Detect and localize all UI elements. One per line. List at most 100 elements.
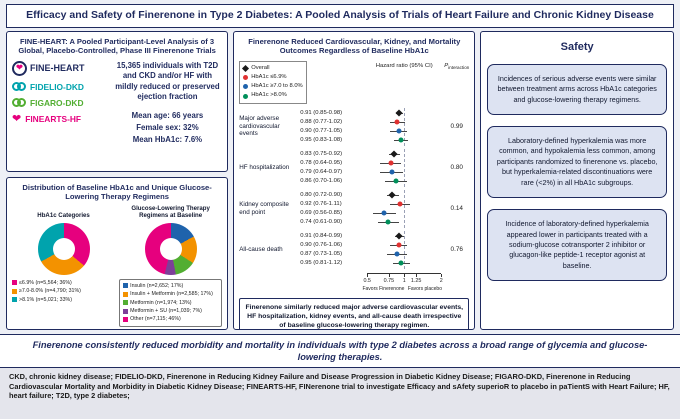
axis-tick [388, 273, 390, 277]
safety-box-serious-adverse-events: Incidences of serious adverse events wer… [487, 63, 667, 115]
legend-swatch-icon [123, 300, 129, 306]
legend-swatch-icon [12, 280, 17, 286]
plot-cell [367, 230, 441, 269]
therapy-donut-chart [144, 222, 197, 275]
axis-tick-label: 2 [439, 277, 443, 284]
hr-value: 0.78 (0.64-0.95) [300, 159, 343, 166]
abbreviations-footnote: CKD, chronic kidney disease; FIDELIO-DKD… [0, 367, 680, 419]
marker-row [367, 250, 441, 259]
forest-note: Finerenone similarly reduced major adver… [239, 297, 470, 329]
legend-label: Insulin (n=2,652; 17%) [130, 282, 184, 289]
reference-line [404, 230, 406, 269]
trial-name: FIDELIO-DKD [30, 81, 84, 92]
page-title: Efficacy and Safety of Finerenone in Typ… [26, 9, 654, 21]
hr-value: 0.90 (0.76-1.06) [300, 241, 343, 248]
distribution-header: Distribution of Baseline HbA1c and Uniqu… [22, 182, 212, 202]
marker-row [367, 209, 441, 218]
circle-marker-icon [398, 260, 404, 266]
right-column: Safety Incidences of serious adverse eve… [480, 30, 674, 330]
title-bar: Efficacy and Safety of Finerenone in Typ… [6, 4, 674, 28]
axis-tick-label: 0.5 [363, 277, 371, 284]
hba1c-chart-column: HbA1c Categories ≤6.9% (n=5,564; 36%) ≥7.… [12, 205, 115, 327]
favors-placebo-label: Favors placebo [407, 285, 442, 292]
marker-row [367, 168, 441, 177]
p-interaction-value: 0.99 [450, 123, 463, 131]
marker-row [367, 150, 441, 159]
legend-label: ≥7.0-8.0% (n=4,790; 31%) [19, 288, 81, 295]
trial-figaro-dkd: FIGARO-DKD [12, 98, 109, 108]
reference-line [404, 189, 406, 228]
reference-line [404, 107, 406, 146]
hr-value: 0.95 (0.81-1.12) [300, 259, 343, 266]
fine-heart-logo: ❤ FINE-HEART [12, 60, 109, 76]
safety-panel: Safety Incidences of serious adverse eve… [480, 30, 674, 330]
axis-spacer [239, 273, 297, 295]
hba1c-donut-chart [37, 222, 90, 275]
forest-legend-item: HbA1c >8.0% [243, 91, 303, 100]
hr-text-column: 0.83 (0.75-0.92) 0.78 (0.64-0.95) 0.79 (0.… [300, 149, 364, 187]
legend-swatch-icon [123, 317, 129, 323]
safety-box-hyperkalemia: Laboratory-defined hyperkalemia was more… [487, 125, 667, 199]
marker-row [367, 127, 441, 136]
legend-label: Other (n=7,115; 46%) [130, 316, 181, 323]
legend-label: Metformin + SU (n=1,039; 7%) [130, 308, 202, 315]
left-column: FINE-HEART: A Pooled Participant-Level A… [6, 30, 229, 330]
legend-label: ≤6.9% (n=5,564; 36%) [19, 279, 72, 286]
legend-label: Insulin + Metformin (n=2,585; 17%) [130, 291, 213, 298]
p-interaction-value: 0.76 [450, 246, 463, 254]
hr-value: 0.92 (0.76-1.11) [300, 200, 342, 207]
legend-item: >8.1% (n=5,021; 33%) [12, 296, 115, 304]
diamond-marker-icon [388, 191, 396, 199]
forest-legend-label: HbA1c >8.0% [251, 92, 287, 99]
hr-value: 0.87 (0.73-1.05) [300, 250, 343, 257]
circle-marker-icon [398, 137, 404, 143]
stat-female-sex: Female sex: 32% [136, 122, 199, 132]
legend-label: Metformin (n=1,974; 13%) [130, 299, 192, 306]
hr-text-column: 0.91 (0.84-0.99) 0.90 (0.76-1.06) 0.87 (0.… [300, 231, 364, 269]
heart-icon: ❤ [16, 63, 23, 73]
plot-cell [367, 148, 441, 187]
marker-row [367, 118, 441, 127]
hr-value: 0.79 (0.64-0.97) [300, 168, 343, 175]
p-interaction-header: Pinteraction [444, 61, 469, 70]
p-interaction-value: 0.14 [450, 205, 463, 213]
forest-plot-panel: Finerenone Reduced Cardiovascular, Kidne… [233, 30, 476, 330]
diamond-marker-icon [390, 150, 398, 158]
population-stats: Mean age: 66 years Female sex: 32% Mean … [132, 110, 204, 146]
axis-spacer [444, 273, 469, 295]
therapy-legend: Insulin (n=2,652; 17%) Insulin + Metformi… [119, 278, 223, 327]
population-statement: 15,365 individuals with T2D and CKD and/… [115, 60, 220, 102]
axis-tick [404, 273, 406, 277]
legend-item: Insulin (n=2,652; 17%) [123, 282, 218, 290]
safety-box-sglt2-glp1: Incidence of laboratory-defined hyperkal… [487, 209, 667, 282]
hr-value: 0.90 (0.77-1.05) [300, 127, 343, 134]
legend-item: ≥7.0-8.0% (n=4,790; 31%) [12, 287, 115, 295]
outcome-label: HF hospitalization [239, 163, 290, 171]
p-interaction-value: 0.80 [450, 164, 463, 172]
circle-marker-icon [385, 219, 391, 225]
legend-item: ≤6.9% (n=5,564; 36%) [12, 279, 115, 287]
circle-marker-icon [396, 242, 402, 248]
forest-plot-headers: Overall HbA1c ≤6.9% HbA1c ≥7.0 to 8.0% HbA1… [239, 60, 469, 104]
forest-legend-item: HbA1c ≥7.0 to 8.0% [243, 82, 303, 91]
circle-marker-icon [396, 128, 402, 134]
outcome-label: Kidney composite end point [239, 201, 289, 216]
ring-icon [17, 82, 26, 92]
legend-swatch-icon [123, 283, 129, 289]
forest-legend: Overall HbA1c ≤6.9% HbA1c ≥7.0 to 8.0% HbA1… [239, 60, 307, 104]
legend-swatch-icon [12, 288, 17, 294]
legend-item: Metformin + SU (n=1,039; 7%) [123, 307, 218, 315]
circle-marker-icon [397, 201, 403, 207]
reference-line [404, 148, 406, 187]
forest-legend-label: HbA1c ≤6.9% [251, 73, 287, 80]
marker-row [367, 241, 441, 250]
forest-legend-label: Overall [251, 64, 270, 71]
circle-marker-icon [243, 84, 249, 90]
forest-header: Finerenone Reduced Cardiovascular, Kidne… [248, 36, 461, 56]
favors-finerenone-label: Favors Finerenone [362, 285, 405, 292]
rings-icon [12, 98, 26, 108]
forest-x-axis: Favors Finerenone Favors placebo 0.5 0.75… [362, 272, 443, 295]
trial-finearts-hf: ❤ FINEARTS-HF [12, 113, 109, 125]
hr-value: 0.80 (0.72-0.90) [300, 191, 343, 198]
